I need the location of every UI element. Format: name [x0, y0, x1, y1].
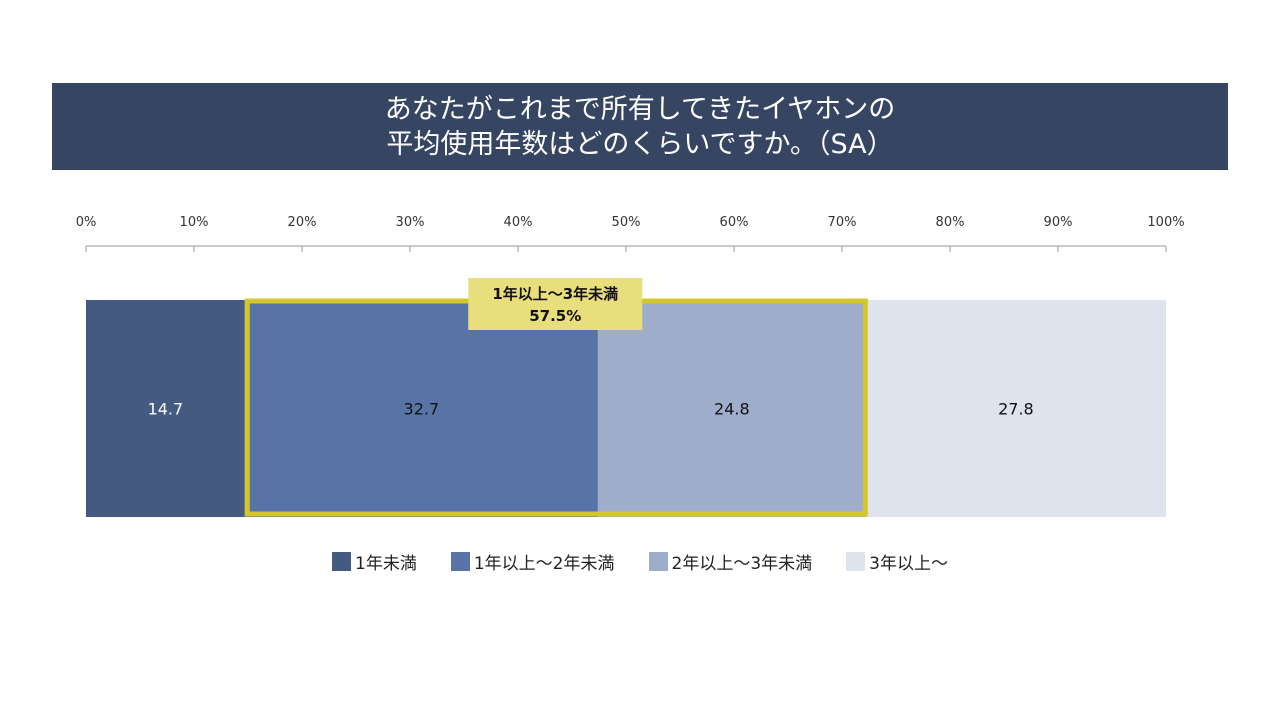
legend-swatch	[648, 552, 668, 571]
bar-segment	[86, 300, 245, 517]
x-tick-label: 100%	[1147, 215, 1184, 230]
bar-segment	[865, 300, 1166, 517]
annotation-label: 1年以上～3年未満	[492, 285, 618, 303]
x-tick-label: 70%	[828, 215, 857, 230]
x-tick-label: 90%	[1044, 215, 1073, 230]
x-tick-label: 30%	[396, 215, 425, 230]
x-tick-label: 0%	[76, 215, 97, 230]
x-tick-label: 10%	[180, 215, 209, 230]
legend-label: 1年未満	[355, 554, 417, 574]
x-tick-label: 40%	[504, 215, 533, 230]
x-tick-label: 50%	[612, 215, 641, 230]
x-tick-label: 20%	[288, 215, 317, 230]
legend-swatch	[846, 552, 866, 571]
chart-title: あなたがこれまで所有してきたイヤホンの 平均使用年数はどのくらいですか。（SA）	[52, 83, 1228, 170]
data-label: 14.7	[148, 400, 184, 419]
bar-segment	[244, 300, 598, 517]
legend-item: 3年以上～	[846, 549, 948, 574]
data-label: 27.8	[998, 400, 1034, 419]
title-line-2: 平均使用年数はどのくらいですか。（SA）	[386, 128, 894, 160]
title-line-1: あなたがこれまで所有してきたイヤホンの	[384, 93, 896, 125]
data-label: 24.8	[714, 400, 750, 419]
legend: 1年未満 1年以上～2年未満 2年以上～3年未満 3年以上～	[0, 549, 1280, 574]
legend-item: 1年以上～2年未満	[450, 549, 615, 574]
legend-label: 3年以上～	[869, 554, 948, 574]
annotation-value: 57.5%	[529, 307, 581, 325]
legend-label: 2年以上～3年未満	[671, 554, 813, 574]
x-tick-label: 60%	[720, 215, 749, 230]
x-tick-label: 80%	[936, 215, 965, 230]
legend-swatch	[450, 552, 470, 571]
legend-item: 2年以上～3年未満	[648, 549, 813, 574]
bar-segment	[597, 300, 866, 517]
legend-item: 1年未満	[332, 549, 417, 574]
legend-swatch	[332, 552, 352, 571]
annotation-box	[468, 278, 643, 330]
legend-label: 1年以上～2年未満	[473, 554, 615, 574]
data-label: 32.7	[404, 400, 440, 419]
